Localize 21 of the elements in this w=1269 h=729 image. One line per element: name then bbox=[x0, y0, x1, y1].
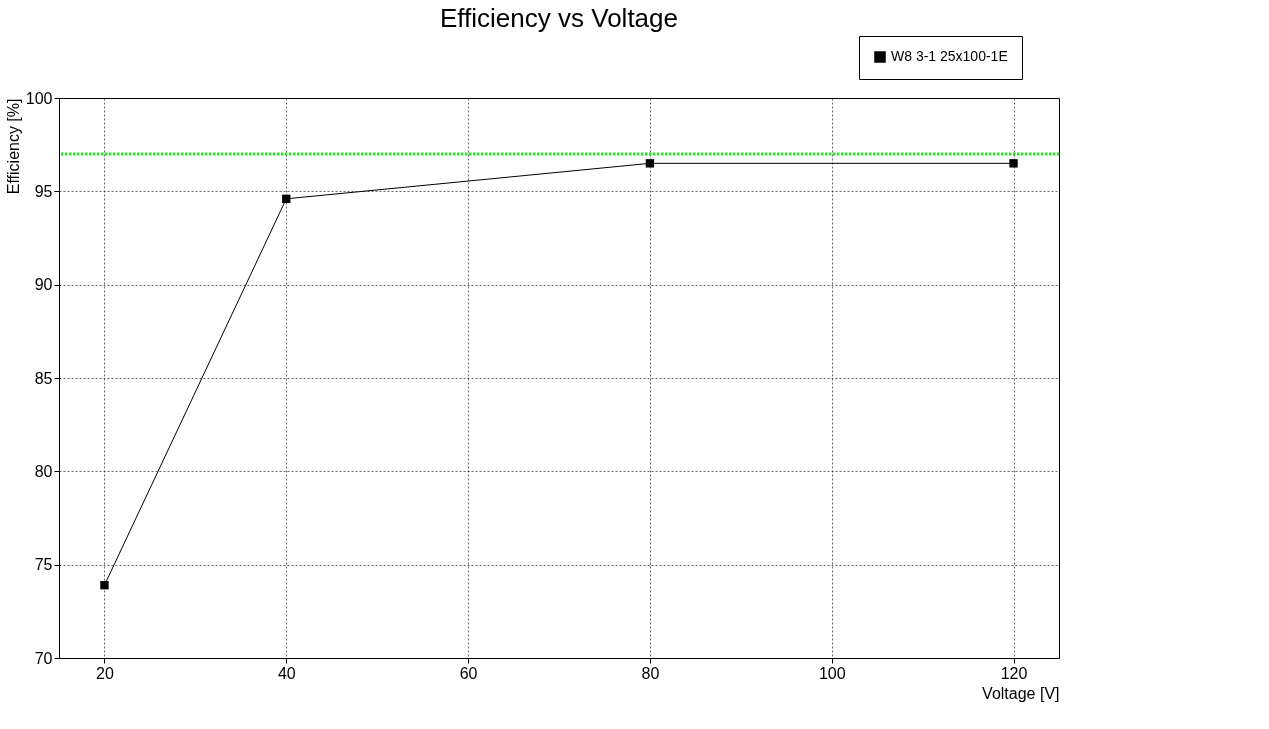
x-tick-label: 20 bbox=[96, 664, 114, 682]
chart-title: Efficiency vs Voltage bbox=[440, 2, 678, 33]
point bbox=[282, 194, 291, 203]
x-tick-label: 120 bbox=[1000, 664, 1028, 682]
x-tick-label: 100 bbox=[818, 664, 846, 682]
y-tick-label: 95 bbox=[34, 182, 53, 200]
legend-label: W8 3-1 25x100-1E bbox=[891, 48, 1008, 64]
x-axis-title: Voltage [V] bbox=[982, 684, 1060, 702]
point bbox=[1009, 159, 1018, 168]
x-tick-label: 60 bbox=[459, 664, 478, 682]
y-axis-title: Efficiency [%] bbox=[4, 98, 22, 195]
point bbox=[645, 159, 655, 168]
y-tick-label: 100 bbox=[25, 89, 53, 107]
y-tick-label: 80 bbox=[34, 462, 53, 480]
y-tick-label: 75 bbox=[34, 556, 53, 574]
y-tick-label: 90 bbox=[34, 276, 53, 294]
point bbox=[100, 581, 109, 590]
y-tick-label: 85 bbox=[34, 369, 53, 387]
y-tick-label: 70 bbox=[34, 649, 53, 667]
x-tick-label: 40 bbox=[277, 664, 296, 682]
x-tick-label: 80 bbox=[641, 664, 660, 682]
